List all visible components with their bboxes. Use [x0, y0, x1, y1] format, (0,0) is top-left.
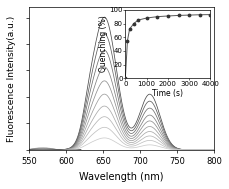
X-axis label: Wavelength (nm): Wavelength (nm) [79, 172, 164, 182]
Y-axis label: Fluorescence Intensity(a.u.): Fluorescence Intensity(a.u.) [7, 15, 16, 142]
